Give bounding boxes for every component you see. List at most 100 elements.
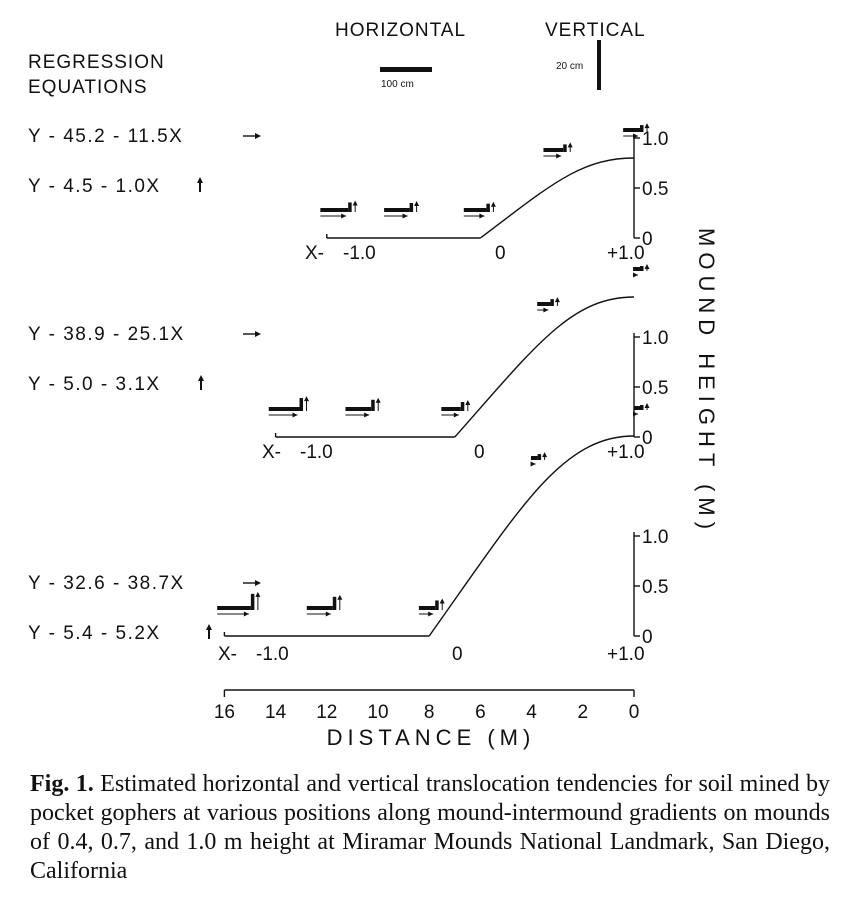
horizontal-bar-1-4: [633, 267, 640, 271]
y-tick-label-1-2: 0: [642, 428, 653, 449]
y-tick-label-0-2: 0: [642, 229, 653, 250]
translocation-glyph-2-0: [217, 591, 261, 617]
horizontal-arrowhead-1-0: [292, 412, 298, 418]
arrows-1: [268, 264, 650, 418]
translocation-glyph-0-4: [623, 123, 650, 139]
distance-axis: 16 14 12 10 8 6 4 2 0: [214, 689, 640, 723]
y-tick-label-0-1: 0.5: [642, 179, 668, 200]
vertical-arrowhead-0-0: [352, 200, 358, 206]
caption-text: Estimated horizontal and vertical transl…: [30, 771, 831, 884]
horizontal-bar-0-2: [463, 208, 487, 212]
vertical-arrowhead-1-4: [644, 264, 650, 269]
vertical-bar-0-0: [348, 202, 352, 212]
horizontal-bar-0-4: [623, 128, 640, 132]
vertical-arrowhead-2-4: [644, 403, 650, 408]
x-prefix-0: X-: [305, 243, 324, 264]
horizontal-bar-0-1: [384, 208, 410, 212]
translocation-glyph-0-0: [320, 200, 358, 219]
horizontal-arrowhead-1-3: [543, 307, 549, 313]
eq-symbols-1: [198, 331, 261, 390]
translocation-glyph-2-3: [530, 452, 548, 467]
figure-caption: Fig. 1. Estimated horizontal and vertica…: [30, 770, 830, 886]
vertical-arrowhead-1-0: [304, 396, 310, 402]
horizontal-arrowhead-1-2: [453, 412, 459, 418]
horizontal-bar-1-0: [268, 407, 300, 411]
x-tick-label-6: 4: [526, 702, 537, 723]
horizontal-arrowhead-0-0: [341, 213, 347, 219]
figure: HORIZONTAL VERTICAL REGRESSION EQUATIONS…: [28, 20, 719, 750]
eq-vertical-2: Y - 5.4 - 5.2X: [28, 623, 161, 644]
yaxis-0: 1.0 0.5 0: [633, 129, 668, 250]
horizontal-arrowhead-0-3: [556, 153, 562, 159]
x-prefix-2: X-: [218, 644, 237, 665]
x-mid-2: 0: [452, 644, 463, 665]
vertical-bar-1-1: [371, 399, 375, 411]
legend-heading-line2: EQUATIONS: [28, 77, 148, 98]
vertical-bar-1-3: [550, 299, 554, 306]
eq-horizontal-0: Y - 45.2 - 11.5X: [28, 126, 183, 147]
eq-vertical-arrowhead-2: [206, 624, 212, 630]
horizontal-bar-2-3: [530, 456, 538, 460]
vertical-arrowhead-2-1: [337, 594, 343, 600]
vertical-arrowhead-2-2: [439, 598, 445, 604]
x-start-1: -1.0: [300, 442, 333, 463]
vertical-scale-bar: [597, 40, 601, 90]
eq-vertical-arrowhead-0: [197, 177, 203, 183]
yaxis-1: 1.0 0.5 0: [633, 328, 668, 449]
horizontal-bar-2-0: [217, 606, 251, 610]
vertical-arrowhead-0-3: [567, 142, 573, 148]
y-tick-label-0-0: 1.0: [642, 129, 668, 150]
x-end-0: +1.0: [607, 243, 645, 264]
vertical-bar-1-0: [299, 398, 304, 411]
vertical-arrowhead-1-3: [554, 297, 560, 303]
horizontal-bar-2-4: [634, 406, 640, 410]
caption-label: Fig. 1.: [30, 771, 94, 797]
x-tick-label-7: 2: [578, 702, 589, 723]
panel-mound-0.7: Y - 38.9 - 25.1X Y - 5.0 - 3.1X 1.00.50 …: [28, 264, 668, 463]
vertical-arrowhead-0-4: [644, 123, 650, 129]
horizontal-arrowhead-2-3: [530, 461, 536, 467]
translocation-glyph-0-2: [463, 201, 496, 219]
y-tick-label-1-0: 1.0: [642, 328, 668, 349]
vertical-bar-0-3: [563, 144, 567, 152]
horizontal-arrowhead-0-2: [479, 213, 485, 219]
horizontal-arrowhead-2-1: [325, 611, 331, 617]
vertical-bar-1-2: [460, 402, 465, 411]
x-axis-title: DISTANCE (M): [327, 725, 536, 750]
translocation-glyph-1-3: [537, 297, 560, 313]
horizontal-arrowhead-2-0: [243, 611, 249, 617]
translocation-glyph-1-4: [633, 264, 650, 278]
translocation-glyph-1-0: [268, 396, 310, 418]
y-axis-title: MOUND HEIGHT (M): [694, 228, 719, 535]
eq-vertical-0: Y - 4.5 - 1.0X: [28, 176, 161, 197]
horizontal-bar-2-1: [306, 606, 333, 610]
translocation-glyph-1-1: [345, 397, 381, 418]
x-mid-0: 0: [495, 243, 506, 264]
x-prefix-1: X-: [262, 442, 281, 463]
y-tick-label-1-1: 0.5: [642, 378, 668, 399]
eq-symbols-0: [197, 133, 261, 192]
x-end-2: +1.0: [607, 644, 645, 665]
x-tick-label-1: 14: [265, 702, 287, 723]
eq-horizontal-arrowhead-0: [255, 133, 261, 139]
translocation-glyph-2-1: [306, 594, 343, 617]
x-tick-label-8: 0: [629, 702, 640, 723]
vertical-bar-0-1: [409, 203, 414, 212]
profile-0: [326, 157, 635, 239]
x-start-0: -1.0: [343, 243, 376, 264]
translocation-glyph-1-2: [441, 400, 471, 418]
vertical-scale-label: 20 cm: [556, 61, 583, 72]
vertical-bar-2-2: [435, 600, 439, 610]
eq-vertical-1: Y - 5.0 - 3.1X: [28, 374, 161, 395]
eq-vertical-arrowhead-1: [198, 375, 204, 381]
panel-mound-1.0: Y - 32.6 - 38.7X Y - 5.4 - 5.2X 1.00.50 …: [28, 403, 668, 665]
horizontal-bar-1-3: [537, 302, 551, 306]
y-tick-label-2-2: 0: [642, 627, 653, 648]
arrows-2: [217, 403, 650, 617]
horizontal-bar-1-1: [345, 407, 372, 411]
x-end-1: +1.0: [607, 442, 645, 463]
vertical-arrowhead-2-3: [542, 452, 548, 458]
horizontal-arrowhead-2-4: [633, 411, 638, 417]
translocation-glyph-2-2: [418, 598, 445, 617]
mound-curve-0: [479, 157, 635, 239]
